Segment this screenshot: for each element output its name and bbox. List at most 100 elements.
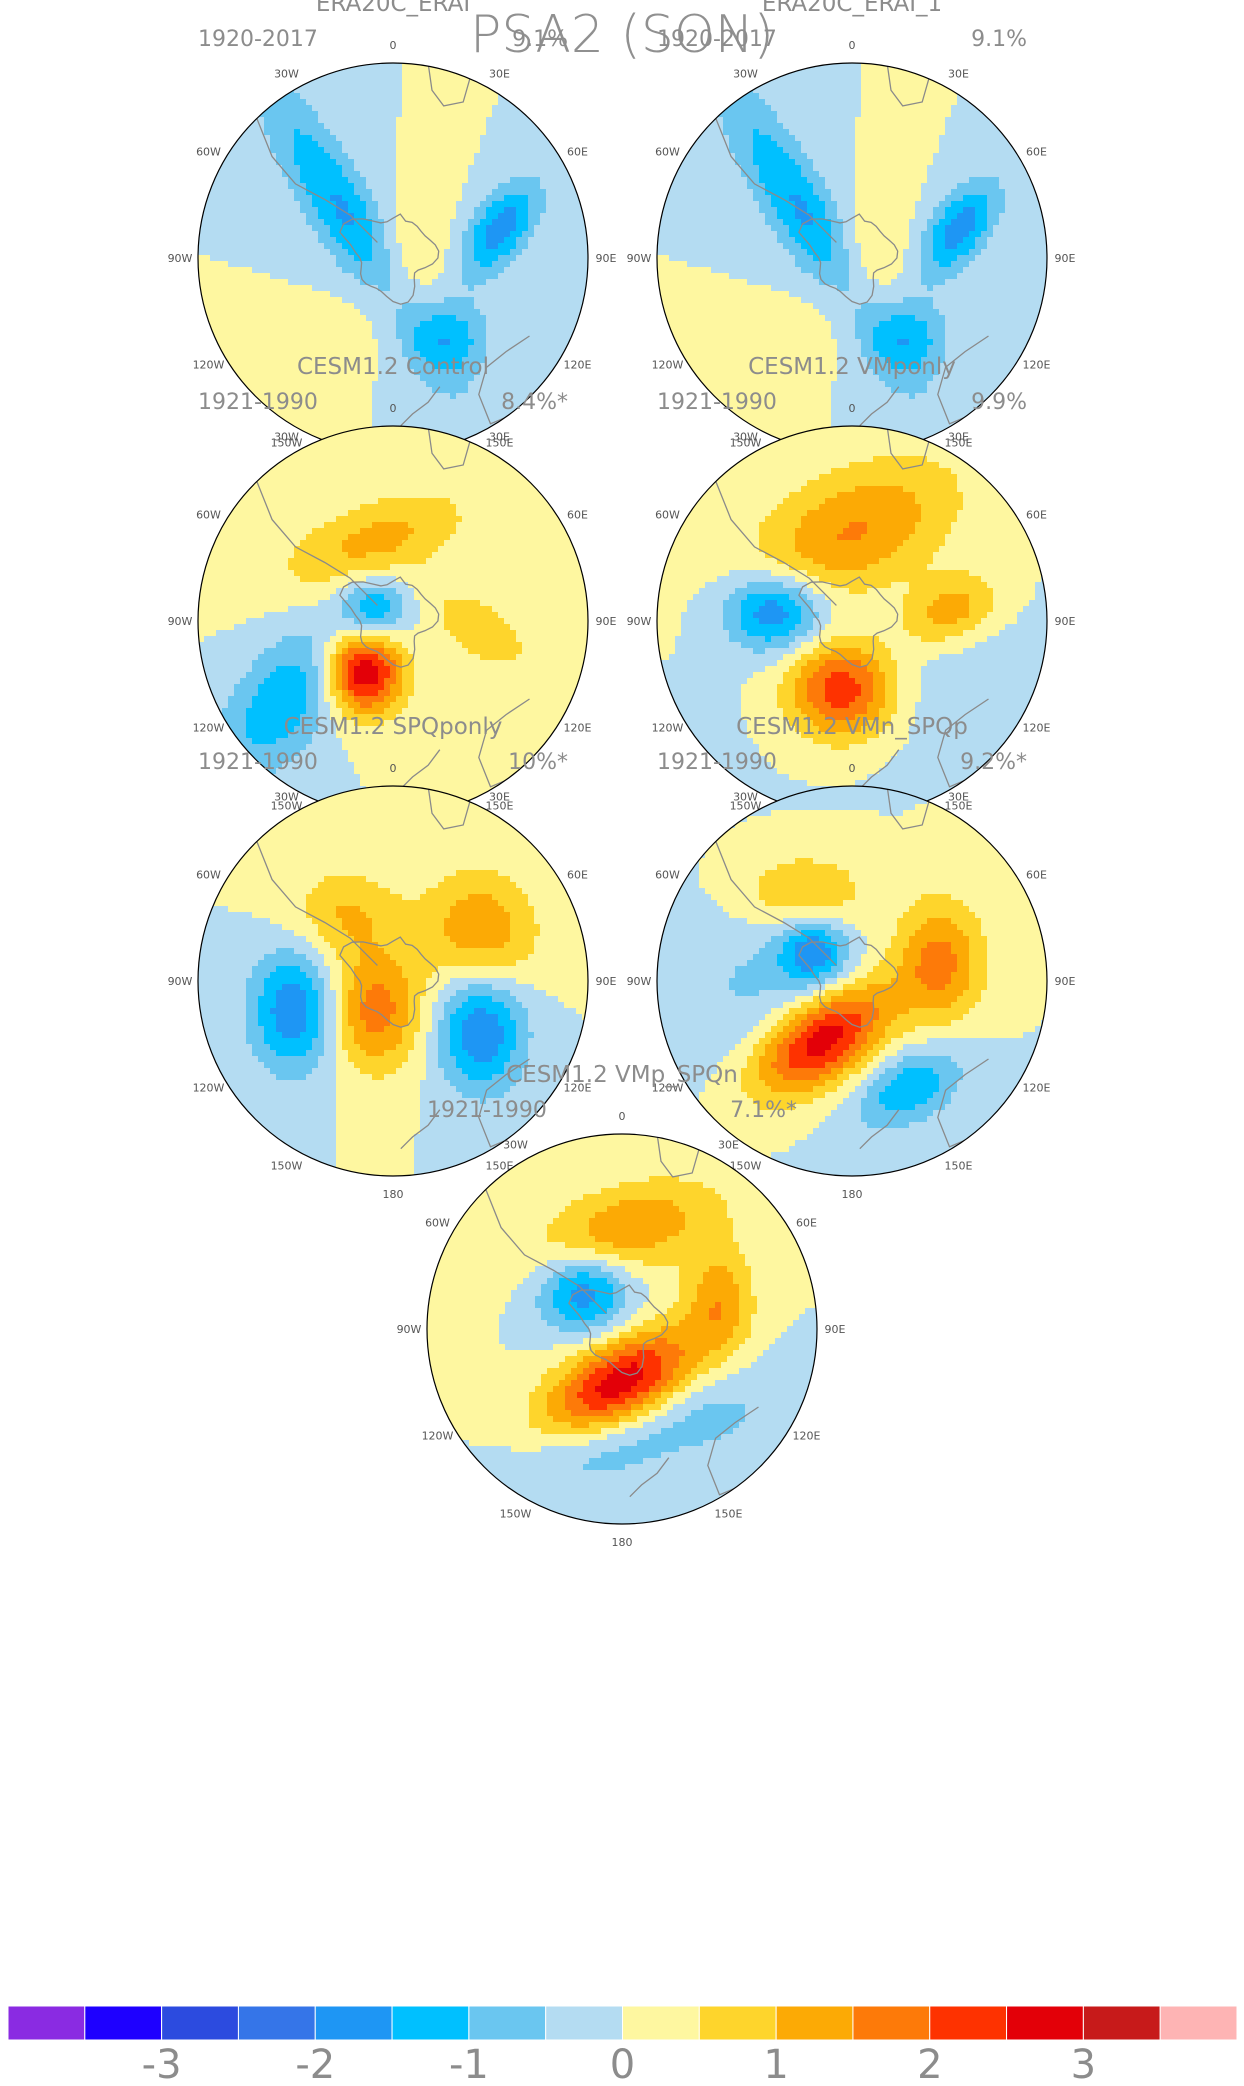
peninsula-coastline — [255, 840, 378, 966]
colorbar-swatch — [1006, 2005, 1084, 2041]
panel-title: CESM1.2 Control — [297, 354, 489, 380]
australia-coastline — [937, 335, 989, 425]
panel-period: 1920-2017 — [657, 27, 777, 52]
panel-period: 1921-1990 — [198, 750, 318, 775]
peninsula-coastline — [255, 480, 378, 606]
map-panel: 030E60E90E120E150E180150W120W90W60W30WCE… — [627, 354, 1076, 841]
longitude-label: 120E — [793, 1430, 821, 1443]
longitude-label: 90W — [627, 615, 652, 628]
longitude-label: 30E — [489, 431, 510, 444]
longitude-label: 150E — [486, 1160, 514, 1173]
panel-title: CESM1.2 SPQponly — [284, 714, 503, 740]
longitude-label: 150E — [486, 800, 514, 813]
longitude-label: 90E — [596, 252, 617, 265]
peninsula-coastline — [484, 1188, 607, 1314]
longitude-label: 30W — [274, 431, 299, 444]
colorbar-swatch — [1159, 2005, 1238, 2041]
map-border — [656, 785, 1048, 1177]
figure-title: PSA2 (SON) — [470, 5, 774, 65]
panel-title: ERA20C_ERAI_1 — [762, 0, 942, 17]
africa-coastline — [886, 426, 931, 470]
longitude-label: 120W — [193, 722, 225, 735]
longitude-label: 120W — [193, 1082, 225, 1095]
map-border — [197, 785, 589, 1177]
longitude-label: 150W — [730, 437, 762, 450]
colorbar-swatch — [237, 2005, 316, 2041]
antarctica-coastline — [798, 213, 899, 305]
africa-coastline — [656, 1134, 701, 1178]
panel-variance: 9.2%* — [960, 750, 1027, 775]
australia-coastline — [937, 698, 989, 788]
longitude-label: 120E — [1023, 359, 1051, 372]
longitude-label: 150E — [945, 437, 973, 450]
colorbar-tick-label: 0 — [610, 2042, 635, 2086]
map-panel: 030E60E90E120E150E180150W120W90W60W30WCE… — [397, 1062, 846, 1549]
longitude-label: 60E — [567, 509, 588, 522]
panel-variance: 9.1% — [512, 27, 568, 52]
new-zealand-coastline — [400, 749, 441, 790]
longitude-label: 90W — [168, 975, 193, 988]
colorbar-swatch — [929, 2005, 1008, 2041]
peninsula-coastline — [714, 117, 837, 243]
longitude-label: 120W — [652, 1082, 684, 1095]
new-zealand-coastline — [400, 386, 441, 427]
colorbar-swatch — [161, 2005, 239, 2041]
map-panel: 030E60E90E120E150E180150W120W90W60W30WCE… — [168, 714, 617, 1201]
anomaly-field — [198, 63, 588, 453]
longitude-label: 60E — [1026, 509, 1047, 522]
longitude-label: 90E — [596, 975, 617, 988]
longitude-label: 90W — [627, 975, 652, 988]
longitude-label: 90W — [168, 252, 193, 265]
antarctica-coastline — [568, 1284, 669, 1376]
panel-period: 1921-1990 — [657, 750, 777, 775]
colorbar-swatch — [7, 2005, 86, 2041]
africa-coastline — [427, 426, 472, 470]
longitude-label: 90W — [627, 252, 652, 265]
longitude-label: 120E — [1023, 722, 1051, 735]
colorbar-tick-label: 3 — [1071, 2042, 1096, 2086]
longitude-label: 120W — [652, 359, 684, 372]
panel-period: 1920-2017 — [198, 27, 318, 52]
colorbar-tick-label: 2 — [917, 2042, 942, 2086]
longitude-label: 120E — [1023, 1082, 1051, 1095]
longitude-label: 30W — [733, 431, 758, 444]
longitude-label: 150E — [945, 1160, 973, 1173]
anomaly-field — [657, 426, 1047, 816]
peninsula-coastline — [255, 117, 378, 243]
longitude-label: 90E — [1055, 975, 1076, 988]
longitude-label: 0 — [849, 762, 856, 775]
panels: 0 30E 60E 90E 120E 150E 180 150W 120W 90W 60W 30W ER… — [168, 0, 1076, 1549]
longitude-label: 30W — [274, 791, 299, 804]
longitude-label: 60W — [196, 509, 221, 522]
colorbar-tick-label: -2 — [295, 2042, 335, 2086]
colorbar-tick-label: -3 — [142, 2042, 182, 2086]
panel-variance: 9.1% — [971, 27, 1027, 52]
australia-coastline — [937, 1058, 989, 1148]
longitude-label: 120E — [564, 359, 592, 372]
antarctica-coastline — [798, 936, 899, 1028]
longitude-label: 60E — [567, 869, 588, 882]
longitude-label: 0 — [619, 1110, 626, 1123]
africa-coastline — [427, 63, 472, 107]
longitude-label: 0 — [390, 402, 397, 415]
longitude-label: 120E — [564, 1082, 592, 1095]
longitude-label: 150W — [500, 1508, 532, 1521]
colorbar-swatch — [314, 2005, 393, 2041]
longitude-label: 120W — [652, 722, 684, 735]
longitude-label: 0 — [390, 762, 397, 775]
longitude-label: 60E — [1026, 869, 1047, 882]
new-zealand-coastline — [400, 1109, 441, 1150]
anomaly-field — [657, 786, 1047, 1176]
longitude-label: 180 — [612, 1536, 633, 1549]
map-panel: 030E60E90E120E150E180150W120W90W60W30WER… — [627, 0, 1076, 478]
peninsula-coastline — [714, 840, 837, 966]
australia-coastline — [478, 335, 530, 425]
longitude-label: 180 — [842, 1188, 863, 1201]
longitude-label: 60W — [655, 509, 680, 522]
longitude-label: 60E — [567, 146, 588, 159]
new-zealand-coastline — [629, 1457, 670, 1498]
colorbar-swatch — [1082, 2005, 1161, 2041]
antarctica-coastline — [339, 576, 440, 668]
longitude-label: 120W — [422, 1430, 454, 1443]
anomaly-field — [198, 786, 588, 1176]
